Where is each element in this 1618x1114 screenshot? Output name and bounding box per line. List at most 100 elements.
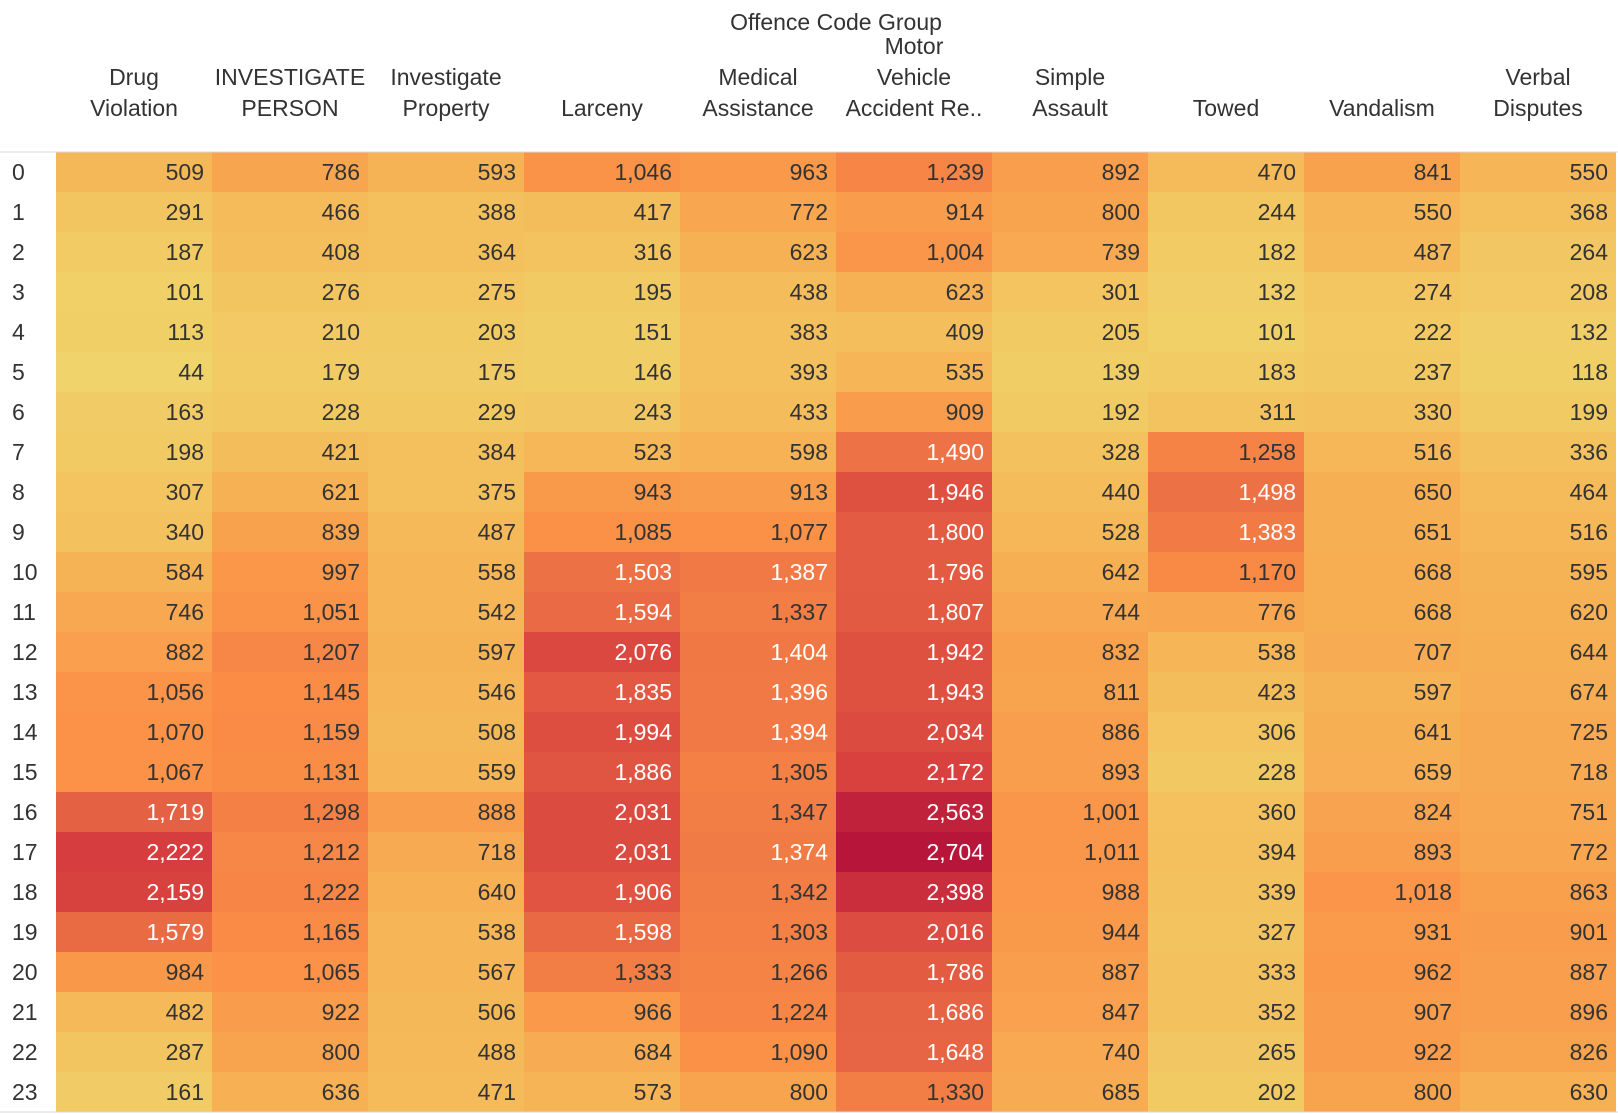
cell-value-label: 440 bbox=[1102, 479, 1140, 505]
heatmap-cell bbox=[524, 912, 680, 952]
cell-value-label: 311 bbox=[1259, 399, 1296, 425]
cell-value-label: 482 bbox=[166, 999, 204, 1025]
cell-value-label: 751 bbox=[1570, 799, 1608, 825]
cell-value-label: 1,342 bbox=[770, 879, 828, 905]
heatmap-cell bbox=[992, 552, 1148, 592]
cell-value-label: 291 bbox=[166, 199, 204, 225]
cell-value-label: 651 bbox=[1414, 519, 1452, 545]
heatmap-cell bbox=[992, 512, 1148, 552]
row-header-label: 22 bbox=[12, 1039, 38, 1065]
cell-value-label: 567 bbox=[478, 959, 516, 985]
heatmap-cell bbox=[992, 672, 1148, 712]
cell-value-label: 375 bbox=[478, 479, 516, 505]
cell-value-label: 1,085 bbox=[614, 519, 672, 545]
cell-value-label: 2,031 bbox=[614, 799, 672, 825]
heatmap-cell bbox=[212, 672, 368, 712]
column-header-label: Property bbox=[403, 95, 490, 121]
row-header-label: 6 bbox=[12, 399, 25, 425]
heatmap-cell bbox=[524, 832, 680, 872]
column-header-label: Larceny bbox=[561, 95, 643, 121]
heatmap-cell bbox=[836, 1072, 992, 1112]
heatmap-cell bbox=[1304, 552, 1460, 592]
heatmap-cell bbox=[368, 592, 524, 632]
cell-value-label: 1,387 bbox=[770, 559, 828, 585]
column-header-label: Simple bbox=[1035, 64, 1105, 90]
heatmap-cell bbox=[1304, 432, 1460, 472]
heatmap-cell bbox=[680, 992, 836, 1032]
heatmap-cell bbox=[1460, 1072, 1616, 1112]
row-header-label: 20 bbox=[12, 959, 38, 985]
heatmap-cell bbox=[56, 352, 212, 392]
heatmap-cell bbox=[212, 232, 368, 272]
cell-value-label: 746 bbox=[166, 599, 204, 625]
heatmap-cell bbox=[1460, 832, 1616, 872]
heatmap-cell bbox=[992, 752, 1148, 792]
heatmap-cell bbox=[1460, 1032, 1616, 1072]
heatmap-cell bbox=[992, 272, 1148, 312]
heatmap-cell bbox=[680, 872, 836, 912]
cell-value-label: 199 bbox=[1570, 399, 1608, 425]
cell-value-label: 636 bbox=[322, 1079, 360, 1105]
heatmap-cell bbox=[992, 472, 1148, 512]
heatmap-cell bbox=[1304, 272, 1460, 312]
heatmap-cell bbox=[1148, 1032, 1304, 1072]
heatmap-cell bbox=[836, 232, 992, 272]
heatmap-cell bbox=[992, 632, 1148, 672]
heatmap-cell bbox=[212, 312, 368, 352]
cell-value-label: 306 bbox=[1258, 719, 1296, 745]
cell-value-label: 685 bbox=[1102, 1079, 1140, 1105]
cell-value-label: 882 bbox=[166, 639, 204, 665]
heatmap-cell bbox=[524, 712, 680, 752]
heatmap-cell bbox=[1148, 712, 1304, 752]
heatmap-cell bbox=[56, 272, 212, 312]
row-header-label: 1 bbox=[12, 199, 25, 225]
cell-value-label: 163 bbox=[166, 399, 204, 425]
heatmap-cell bbox=[1304, 312, 1460, 352]
heatmap-cell bbox=[524, 352, 680, 392]
cell-value-label: 1,835 bbox=[614, 679, 672, 705]
cell-value-label: 744 bbox=[1102, 599, 1141, 625]
column-header-label: PERSON bbox=[241, 95, 338, 121]
heatmap-cell bbox=[212, 352, 368, 392]
heatmap-cell bbox=[680, 1072, 836, 1112]
cell-value-label: 328 bbox=[1102, 439, 1140, 465]
cell-value-label: 668 bbox=[1414, 559, 1452, 585]
cell-value-label: 2,016 bbox=[926, 919, 984, 945]
heatmap-cell bbox=[836, 552, 992, 592]
cell-value-label: 1,056 bbox=[146, 679, 204, 705]
cell-value-label: 487 bbox=[478, 519, 516, 545]
cell-value-label: 597 bbox=[1414, 679, 1452, 705]
heatmap-cell bbox=[212, 992, 368, 1032]
cell-value-label: 1,170 bbox=[1238, 559, 1296, 585]
heatmap-cell bbox=[1460, 472, 1616, 512]
cell-value-label: 896 bbox=[1570, 999, 1608, 1025]
heatmap-cell bbox=[524, 872, 680, 912]
heatmap-cell bbox=[524, 672, 680, 712]
heatmap-cell bbox=[212, 832, 368, 872]
cell-value-label: 276 bbox=[322, 279, 360, 305]
row-header-label: 7 bbox=[12, 439, 25, 465]
cell-value-label: 1,165 bbox=[302, 919, 360, 945]
column-header-label: Accident Re.. bbox=[846, 95, 983, 121]
cell-value-label: 179 bbox=[322, 359, 360, 385]
cell-value-label: 1,004 bbox=[926, 239, 984, 265]
heatmap-cell bbox=[56, 192, 212, 232]
cell-value-label: 146 bbox=[634, 359, 672, 385]
heatmap-cell bbox=[836, 752, 992, 792]
cell-value-label: 888 bbox=[478, 799, 516, 825]
heatmap-cell bbox=[1148, 792, 1304, 832]
heatmap-cell bbox=[680, 272, 836, 312]
heatmap-cell bbox=[1304, 952, 1460, 992]
heatmap-cell bbox=[212, 1032, 368, 1072]
heatmap-cell bbox=[368, 912, 524, 952]
cell-value-label: 202 bbox=[1258, 1079, 1296, 1105]
cell-value-label: 237 bbox=[1414, 359, 1452, 385]
heatmap-cell bbox=[836, 632, 992, 672]
heatmap-cell bbox=[1148, 232, 1304, 272]
row-header-label: 0 bbox=[12, 159, 25, 185]
heatmap-cell bbox=[212, 392, 368, 432]
cell-value-label: 642 bbox=[1102, 559, 1140, 585]
heatmap-cell bbox=[524, 192, 680, 232]
heatmap-cell bbox=[368, 832, 524, 872]
heatmap-cell bbox=[992, 992, 1148, 1032]
